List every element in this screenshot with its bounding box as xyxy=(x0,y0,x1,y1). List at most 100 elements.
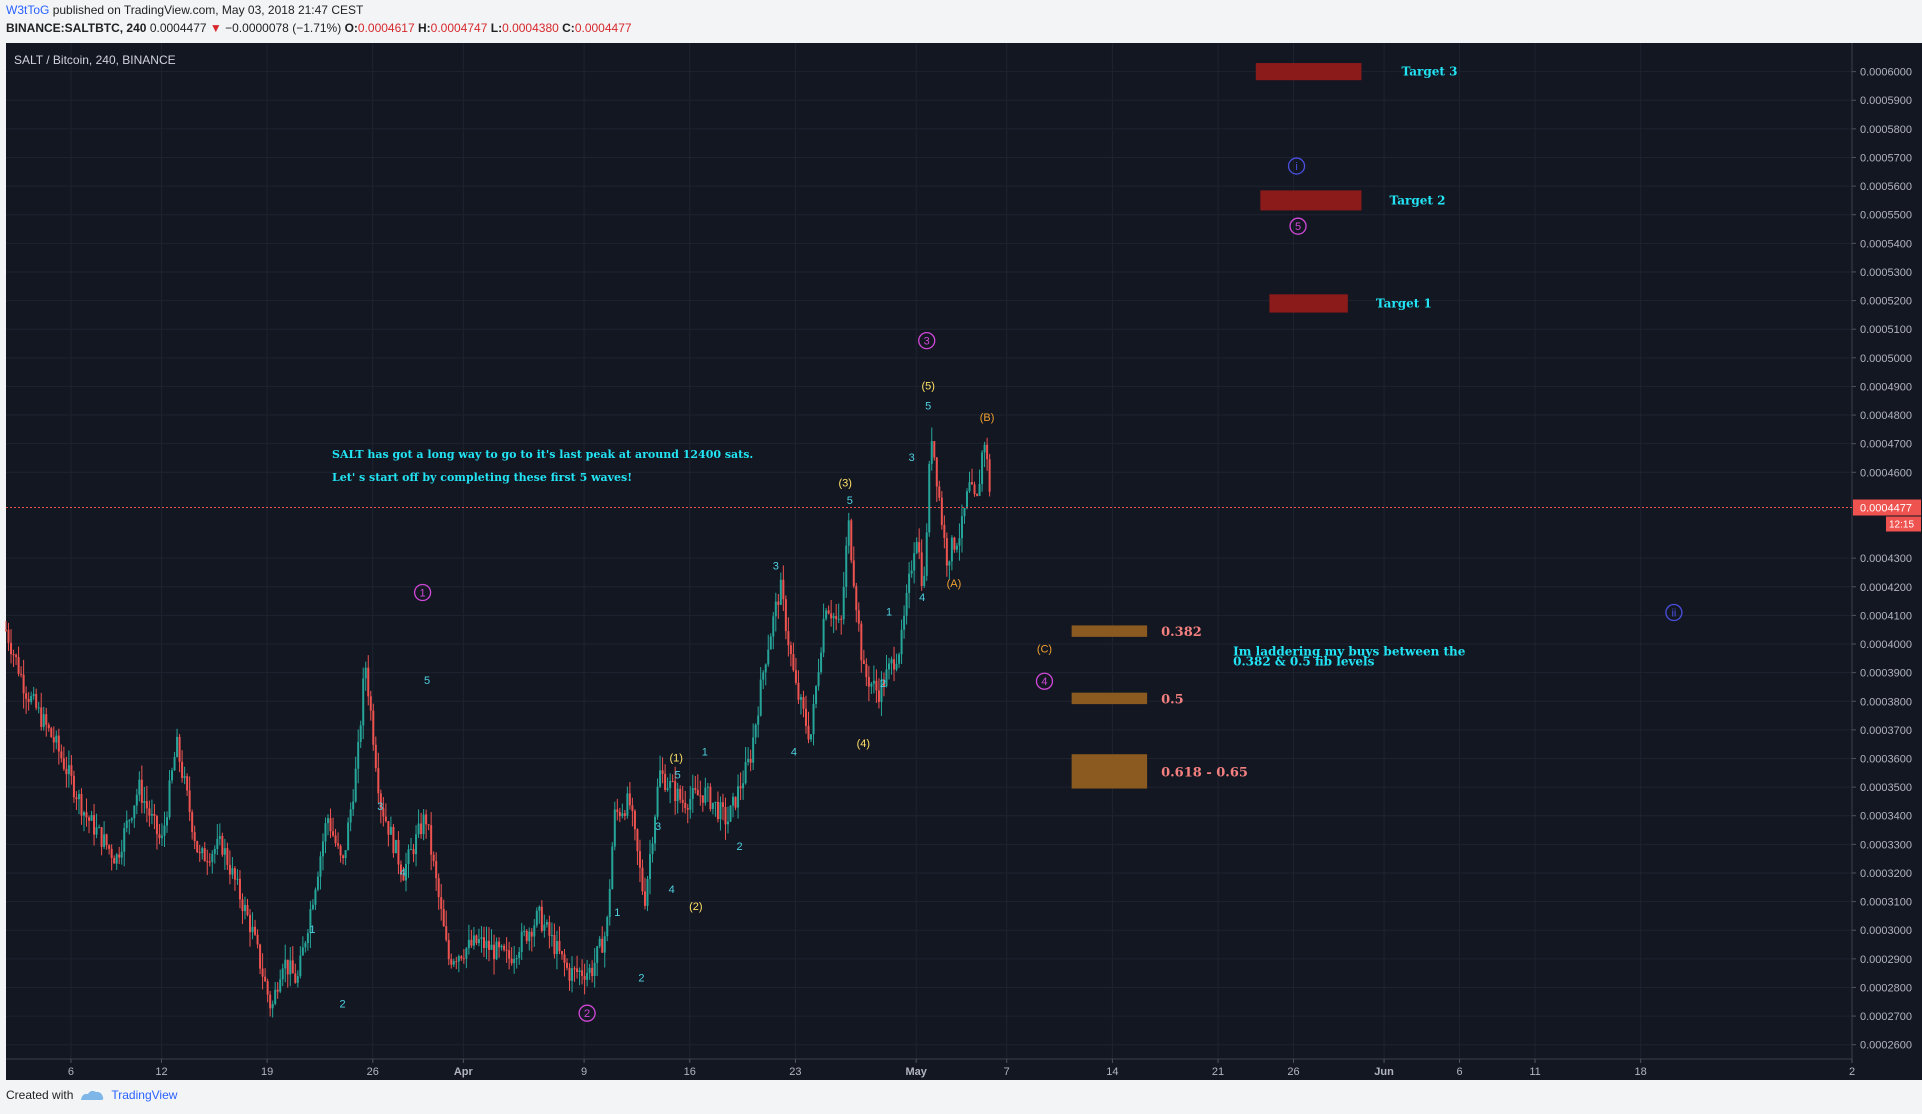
y-tick-label: 0.0005500 xyxy=(1860,210,1912,222)
candle-body xyxy=(442,908,445,927)
down-arrow-icon: ▼ xyxy=(209,21,222,35)
candle-body xyxy=(815,686,818,704)
candle-body xyxy=(528,931,531,942)
wave-circle xyxy=(578,1004,596,1022)
candle-body xyxy=(314,889,317,905)
candle-body xyxy=(538,906,541,911)
target-zone xyxy=(1255,63,1362,81)
candle-body xyxy=(571,968,574,981)
candle-body xyxy=(636,829,639,852)
candle-body xyxy=(440,897,443,909)
candle-body xyxy=(118,854,121,858)
candle-body xyxy=(42,714,45,727)
candle-body xyxy=(299,955,302,977)
candle-body xyxy=(923,575,926,586)
candle-body xyxy=(110,848,113,859)
candle-body xyxy=(508,950,511,959)
target-zone xyxy=(1269,294,1348,313)
high-value: 0.0004747 xyxy=(430,21,488,35)
wave-circle xyxy=(1035,672,1054,690)
candle-body xyxy=(867,677,870,687)
candle-body xyxy=(782,579,785,600)
y-axis-ticks: 0.0006000 0.0005900 0.0005800 0.0005700 0.00… xyxy=(1852,67,1912,1052)
candle-body xyxy=(973,484,976,495)
candle-body xyxy=(649,854,652,880)
candle-body xyxy=(910,570,913,574)
high-label: H: xyxy=(417,21,431,35)
candle-body xyxy=(135,794,138,806)
candle-body xyxy=(216,838,219,849)
price-axis[interactable] xyxy=(1852,43,1922,1059)
candle-body xyxy=(888,663,891,670)
candle-body xyxy=(769,636,772,650)
candle-body xyxy=(148,808,151,816)
time-axis[interactable] xyxy=(6,1059,1922,1080)
candle-body xyxy=(925,532,928,576)
candle-body xyxy=(488,940,491,950)
candle-body xyxy=(430,825,433,855)
candle-body xyxy=(654,816,657,844)
open-value: 0.0004617 xyxy=(357,21,415,35)
wave-label: 2 xyxy=(737,841,743,853)
candle-body xyxy=(321,841,324,857)
wave-circle xyxy=(1665,603,1683,622)
candle-body xyxy=(674,781,677,802)
candle-body xyxy=(75,797,78,800)
candle-body xyxy=(279,979,282,992)
tradingview-link[interactable]: TradingView xyxy=(111,1088,178,1102)
candle-body xyxy=(251,926,254,933)
low-label: L: xyxy=(490,21,503,35)
candle-body xyxy=(807,725,810,740)
wave-label: (B) xyxy=(980,412,995,424)
candle-body xyxy=(953,537,956,550)
candle-body xyxy=(490,944,493,950)
candle-body xyxy=(17,657,20,674)
candle-body xyxy=(379,793,382,809)
y-tick-label: 0.0005200 xyxy=(1860,296,1912,308)
candle-body xyxy=(895,663,898,670)
candle-body xyxy=(875,680,878,691)
candle-body xyxy=(145,801,148,809)
candle-body xyxy=(641,867,644,892)
candle-body xyxy=(945,538,948,566)
candle-body xyxy=(679,788,682,800)
y-tick-label: 0.0005700 xyxy=(1860,152,1912,164)
x-tick-label: 12 xyxy=(155,1066,167,1078)
candle-body xyxy=(22,674,25,694)
candle-body xyxy=(965,491,968,509)
candle-body xyxy=(550,935,553,937)
fib-zone xyxy=(1071,625,1148,637)
candle-body xyxy=(628,793,631,806)
y-tick-label: 0.0002800 xyxy=(1860,982,1912,994)
candle-body xyxy=(719,802,722,820)
candle-body xyxy=(367,667,370,697)
candle-body xyxy=(470,939,473,946)
y-tick-label: 0.0004300 xyxy=(1860,553,1912,565)
candle-body xyxy=(621,813,624,817)
candle-body xyxy=(935,457,938,487)
candle-body xyxy=(955,545,958,550)
x-tick-label: 9 xyxy=(581,1066,587,1078)
candle-body xyxy=(394,840,397,854)
candle-body xyxy=(520,931,523,952)
candle-body xyxy=(40,707,43,727)
candle-body xyxy=(223,848,226,855)
candle-body xyxy=(523,930,526,932)
wave-label: (3) xyxy=(839,478,852,490)
candle-body xyxy=(943,524,946,539)
candle-body xyxy=(472,935,475,946)
candle-body xyxy=(160,835,163,839)
y-tick-label: 0.0004700 xyxy=(1860,439,1912,451)
candle-body xyxy=(432,854,435,862)
candle-body xyxy=(754,724,757,738)
candle-body xyxy=(269,994,272,1009)
candle-body xyxy=(387,821,390,835)
candle-body xyxy=(57,735,60,752)
candle-body xyxy=(181,761,184,778)
author-link[interactable]: W3tToG xyxy=(6,3,50,17)
candle-body xyxy=(233,868,236,880)
price-chart[interactable]: Target 3 Target 2 Target 1 0.382 0.5 0.618 - … xyxy=(0,0,1922,1080)
wave-label: 2 xyxy=(880,678,886,690)
wave-label: 3 xyxy=(773,561,779,573)
candle-body xyxy=(963,508,966,517)
